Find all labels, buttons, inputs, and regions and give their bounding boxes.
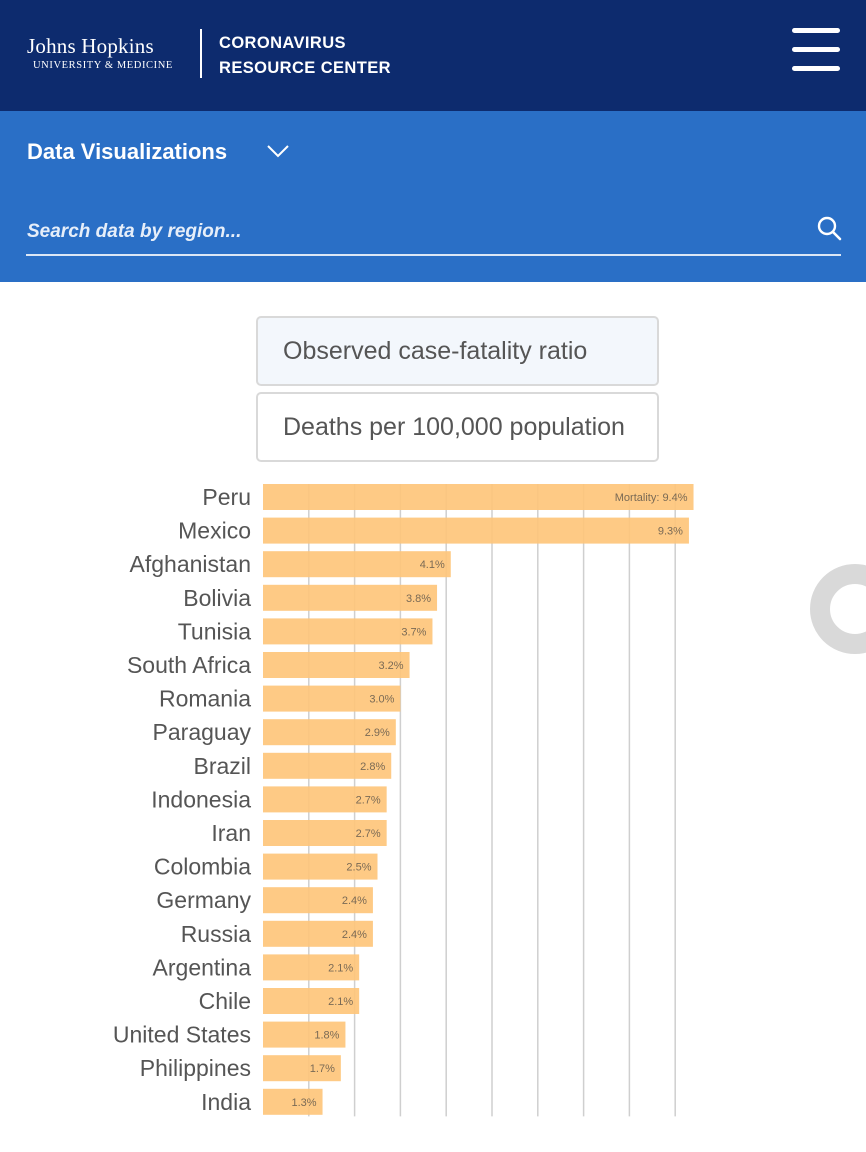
jhu-logo-subline: UNIVERSITY & MEDICINE — [33, 60, 173, 71]
value-label: 2.9% — [365, 727, 390, 739]
chevron-down-icon[interactable] — [266, 144, 290, 158]
bar-brazil[interactable] — [263, 752, 392, 779]
category-label: Iran — [211, 820, 251, 846]
category-label: Russia — [181, 921, 252, 947]
search-underline — [26, 254, 841, 256]
value-label: 2.1% — [328, 962, 353, 974]
value-label: 3.7% — [401, 626, 426, 638]
bar-colombia[interactable] — [263, 853, 378, 880]
data-visualizations-dropdown[interactable]: Data Visualizations — [27, 139, 228, 164]
site-header: Johns Hopkins UNIVERSITY & MEDICINE CORO… — [0, 0, 866, 111]
case-fatality-bar-chart: Peru Mortality: 9.4% Mexico 9.3% Afghanistan… — [113, 484, 694, 1117]
value-label: 2.7% — [356, 828, 381, 840]
category-label: Brazil — [193, 753, 251, 779]
value-label: 2.5% — [346, 862, 371, 874]
category-label: Indonesia — [151, 786, 251, 812]
value-label: 2.7% — [356, 794, 381, 806]
search-input[interactable] — [27, 216, 807, 248]
logo-divider — [200, 29, 202, 78]
bar-russia[interactable] — [263, 920, 373, 947]
value-label: 1.8% — [314, 1030, 339, 1042]
data-visualizations-bar: Data Visualizations — [0, 111, 866, 282]
value-label: 2.1% — [328, 996, 353, 1008]
value-label: 3.2% — [378, 660, 403, 672]
category-label: Afghanistan — [130, 551, 251, 577]
hamburger-menu-icon[interactable] — [790, 28, 842, 80]
value-label: Mortality: 9.4% — [615, 492, 688, 504]
value-label: 4.1% — [420, 559, 445, 571]
bar-afghanistan[interactable] — [263, 551, 451, 578]
bar-peru[interactable] — [263, 484, 694, 510]
category-label: Mexico — [178, 518, 251, 544]
menu-bar — [792, 66, 840, 71]
bar-india[interactable] — [263, 1088, 323, 1115]
bar-paraguay[interactable] — [263, 719, 396, 746]
bar-bolivia[interactable] — [263, 584, 438, 611]
category-label: Colombia — [154, 854, 251, 880]
category-label: United States — [113, 1022, 251, 1048]
value-label: 9.3% — [658, 526, 683, 538]
category-label: Paraguay — [153, 719, 252, 745]
value-label: 2.4% — [342, 929, 367, 941]
category-label: India — [201, 1089, 251, 1115]
value-label: 2.4% — [342, 895, 367, 907]
category-label: Chile — [199, 988, 251, 1014]
value-label: 3.0% — [369, 694, 394, 706]
jhu-logo-wordmark[interactable]: Johns Hopkins — [27, 34, 154, 58]
category-label: Romania — [159, 686, 251, 712]
toggle-case-fatality-ratio[interactable]: Observed case-fatality ratio — [256, 316, 659, 386]
category-label: South Africa — [127, 652, 251, 678]
site-title-line1[interactable]: CORONAVIRUS — [219, 34, 346, 52]
bar-chile[interactable] — [263, 988, 360, 1014]
toggle-deaths-per-100k[interactable]: Deaths per 100,000 population — [256, 392, 659, 462]
bar-mexico[interactable] — [263, 517, 689, 544]
category-label: Bolivia — [183, 585, 251, 611]
site-title-line2[interactable]: RESOURCE CENTER — [219, 59, 391, 77]
category-label: Germany — [156, 887, 251, 913]
menu-bar — [792, 47, 840, 52]
bar-indonesia[interactable] — [263, 786, 387, 813]
value-label: 3.8% — [406, 593, 431, 605]
search-icon[interactable] — [817, 216, 843, 242]
category-label: Philippines — [140, 1055, 251, 1081]
bar-south-africa[interactable] — [263, 652, 410, 678]
category-label: Peru — [202, 484, 251, 510]
category-label: Argentina — [153, 954, 252, 980]
value-label: 2.8% — [360, 761, 385, 773]
bar-iran[interactable] — [263, 820, 387, 846]
menu-bar — [792, 28, 840, 33]
bar-philippines[interactable] — [263, 1055, 341, 1082]
bar-tunisia[interactable] — [263, 618, 433, 645]
bar-germany[interactable] — [263, 887, 373, 914]
bar-romania[interactable] — [263, 685, 401, 712]
bar-argentina[interactable] — [263, 954, 360, 981]
category-label: Tunisia — [178, 618, 251, 644]
value-label: 1.7% — [310, 1063, 335, 1075]
value-label: 1.3% — [291, 1097, 316, 1109]
bar-united-states[interactable] — [263, 1021, 346, 1048]
